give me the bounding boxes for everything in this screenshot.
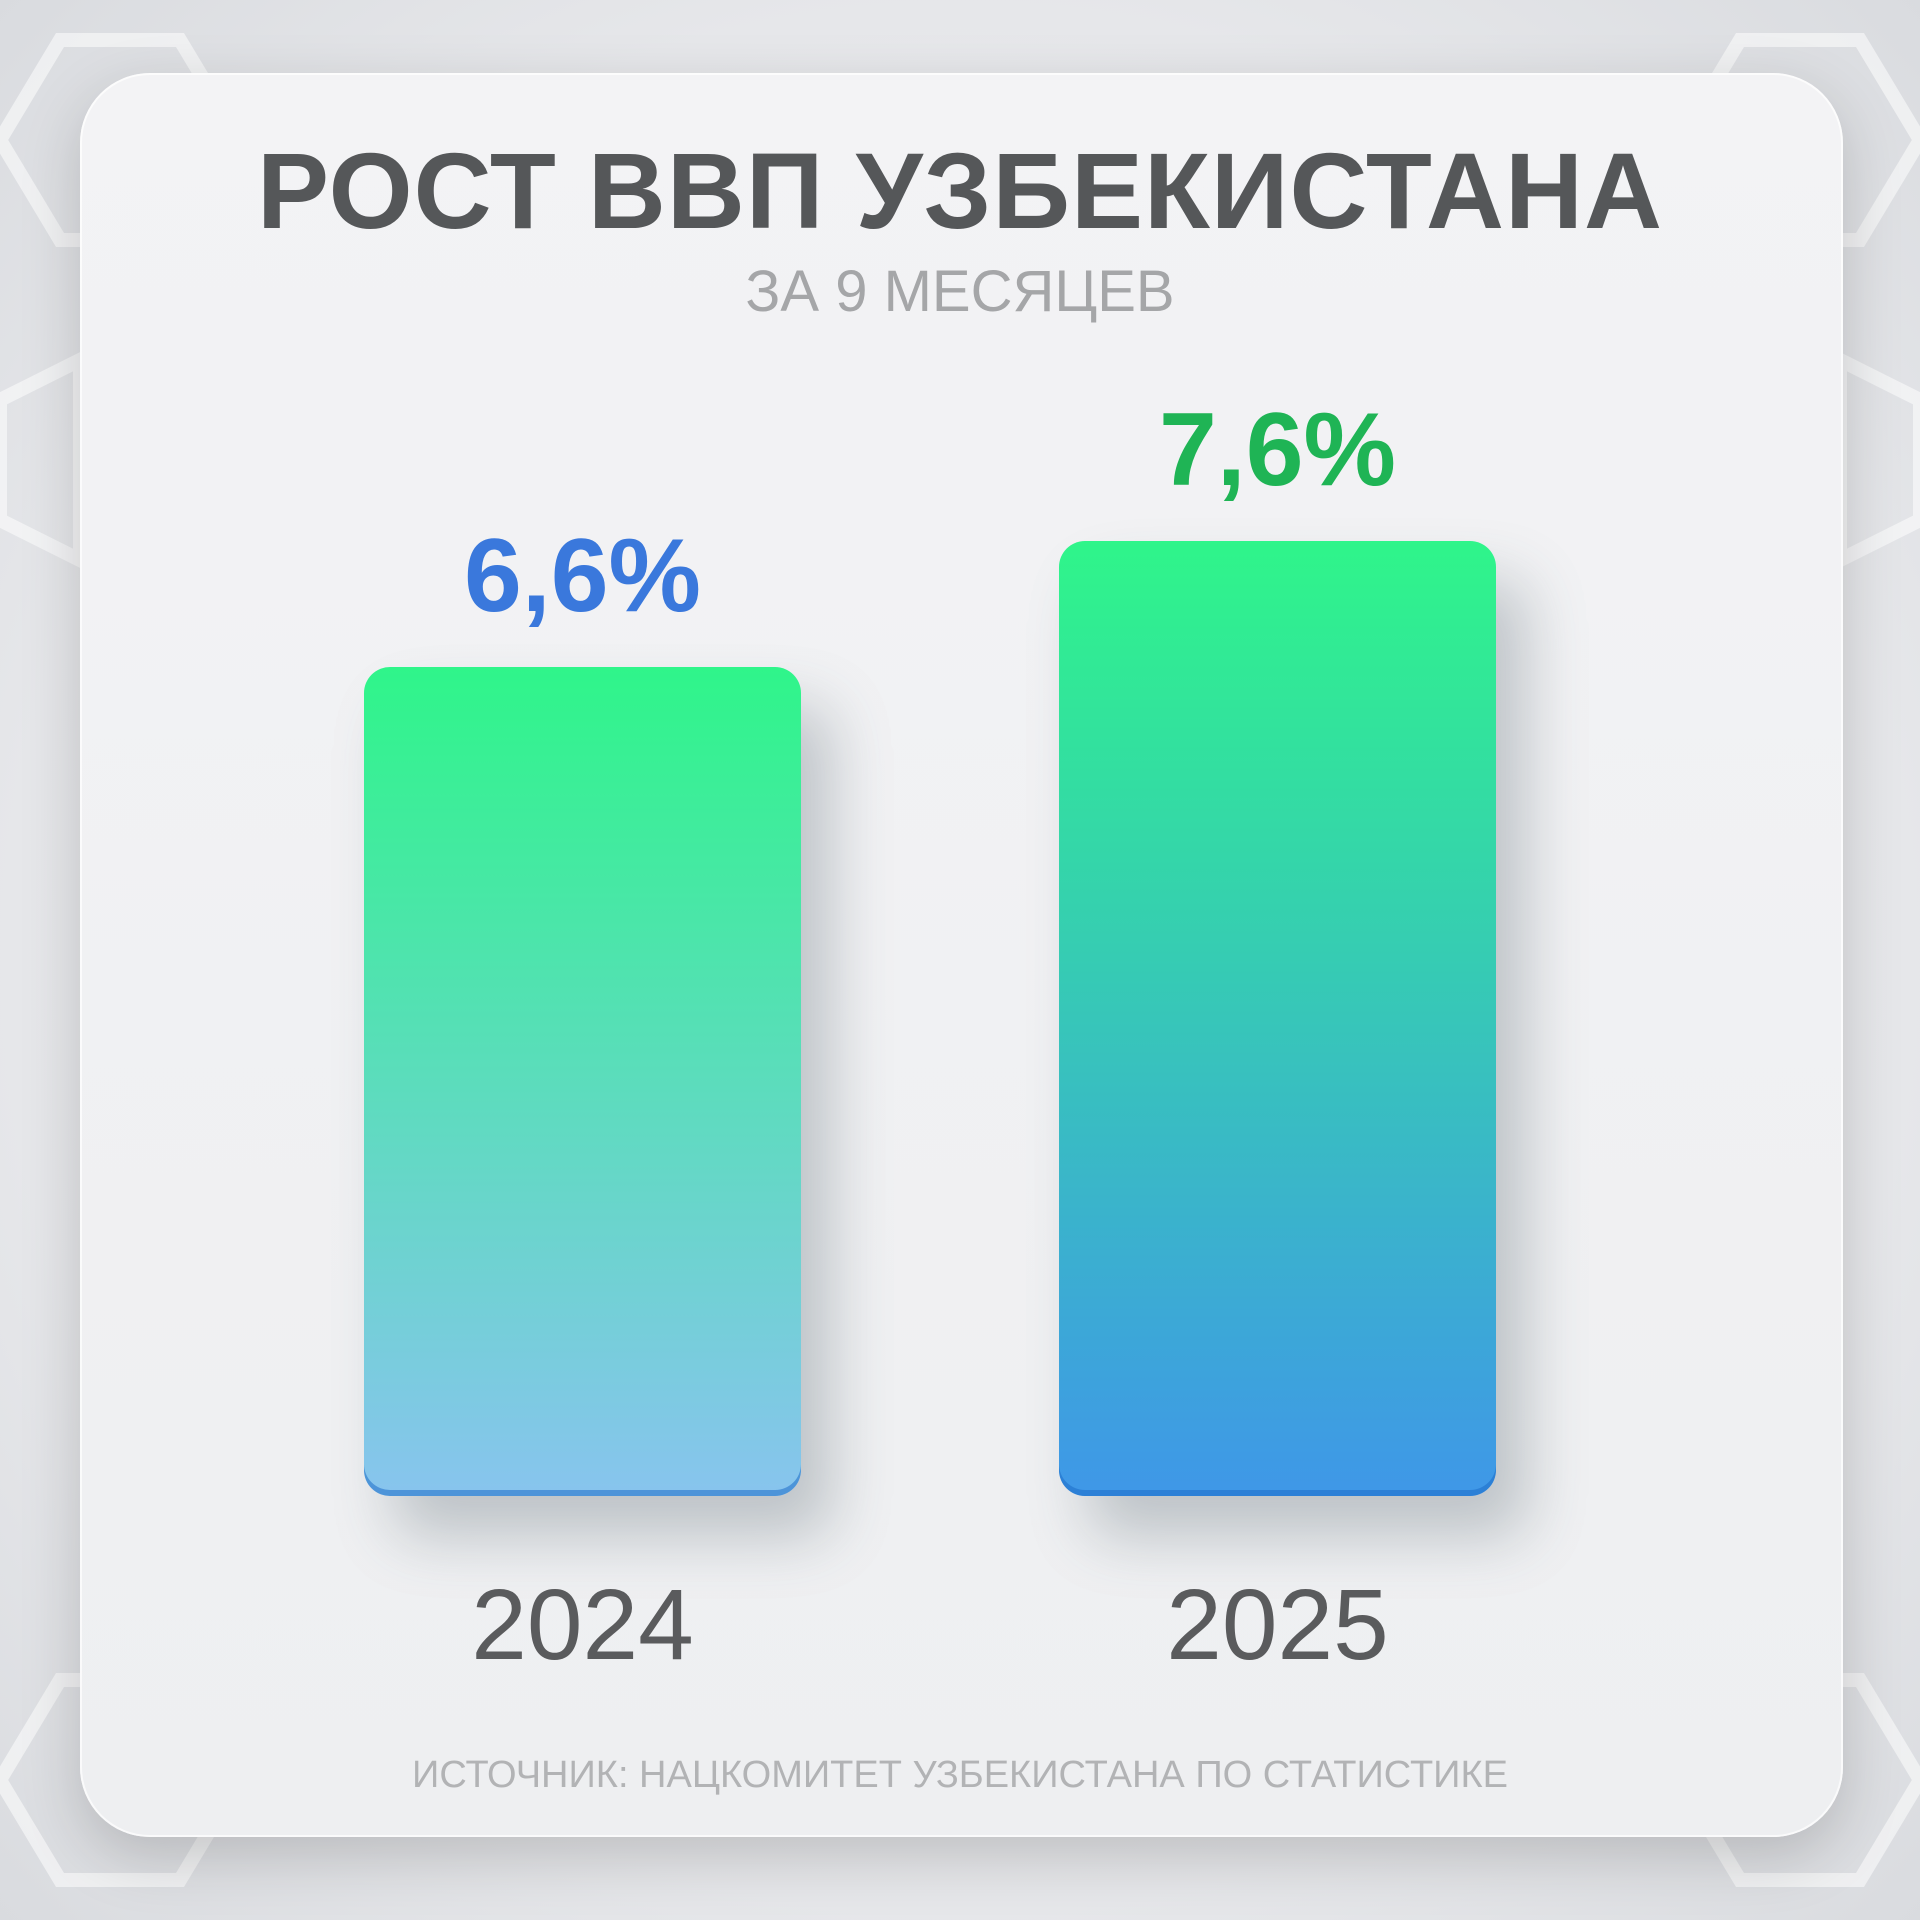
category-label-2024: 2024 bbox=[471, 1569, 694, 1681]
data-label-2025: 7,6% bbox=[1158, 392, 1397, 508]
chart-title: РОСТ ВВП УЗБЕКИСТАНА bbox=[256, 130, 1664, 251]
bar-2024 bbox=[364, 666, 801, 1496]
bar-2025 bbox=[1059, 541, 1496, 1496]
chart-subtitle: ЗА 9 МЕСЯЦЕВ bbox=[745, 259, 1175, 324]
data-label-2024: 6,6% bbox=[463, 517, 702, 634]
category-label-2025: 2025 bbox=[1166, 1569, 1389, 1681]
source-note: ИСТОЧНИК: НАЦКОМИТЕТ УЗБЕКИСТАНА ПО СТАТ… bbox=[412, 1754, 1508, 1796]
